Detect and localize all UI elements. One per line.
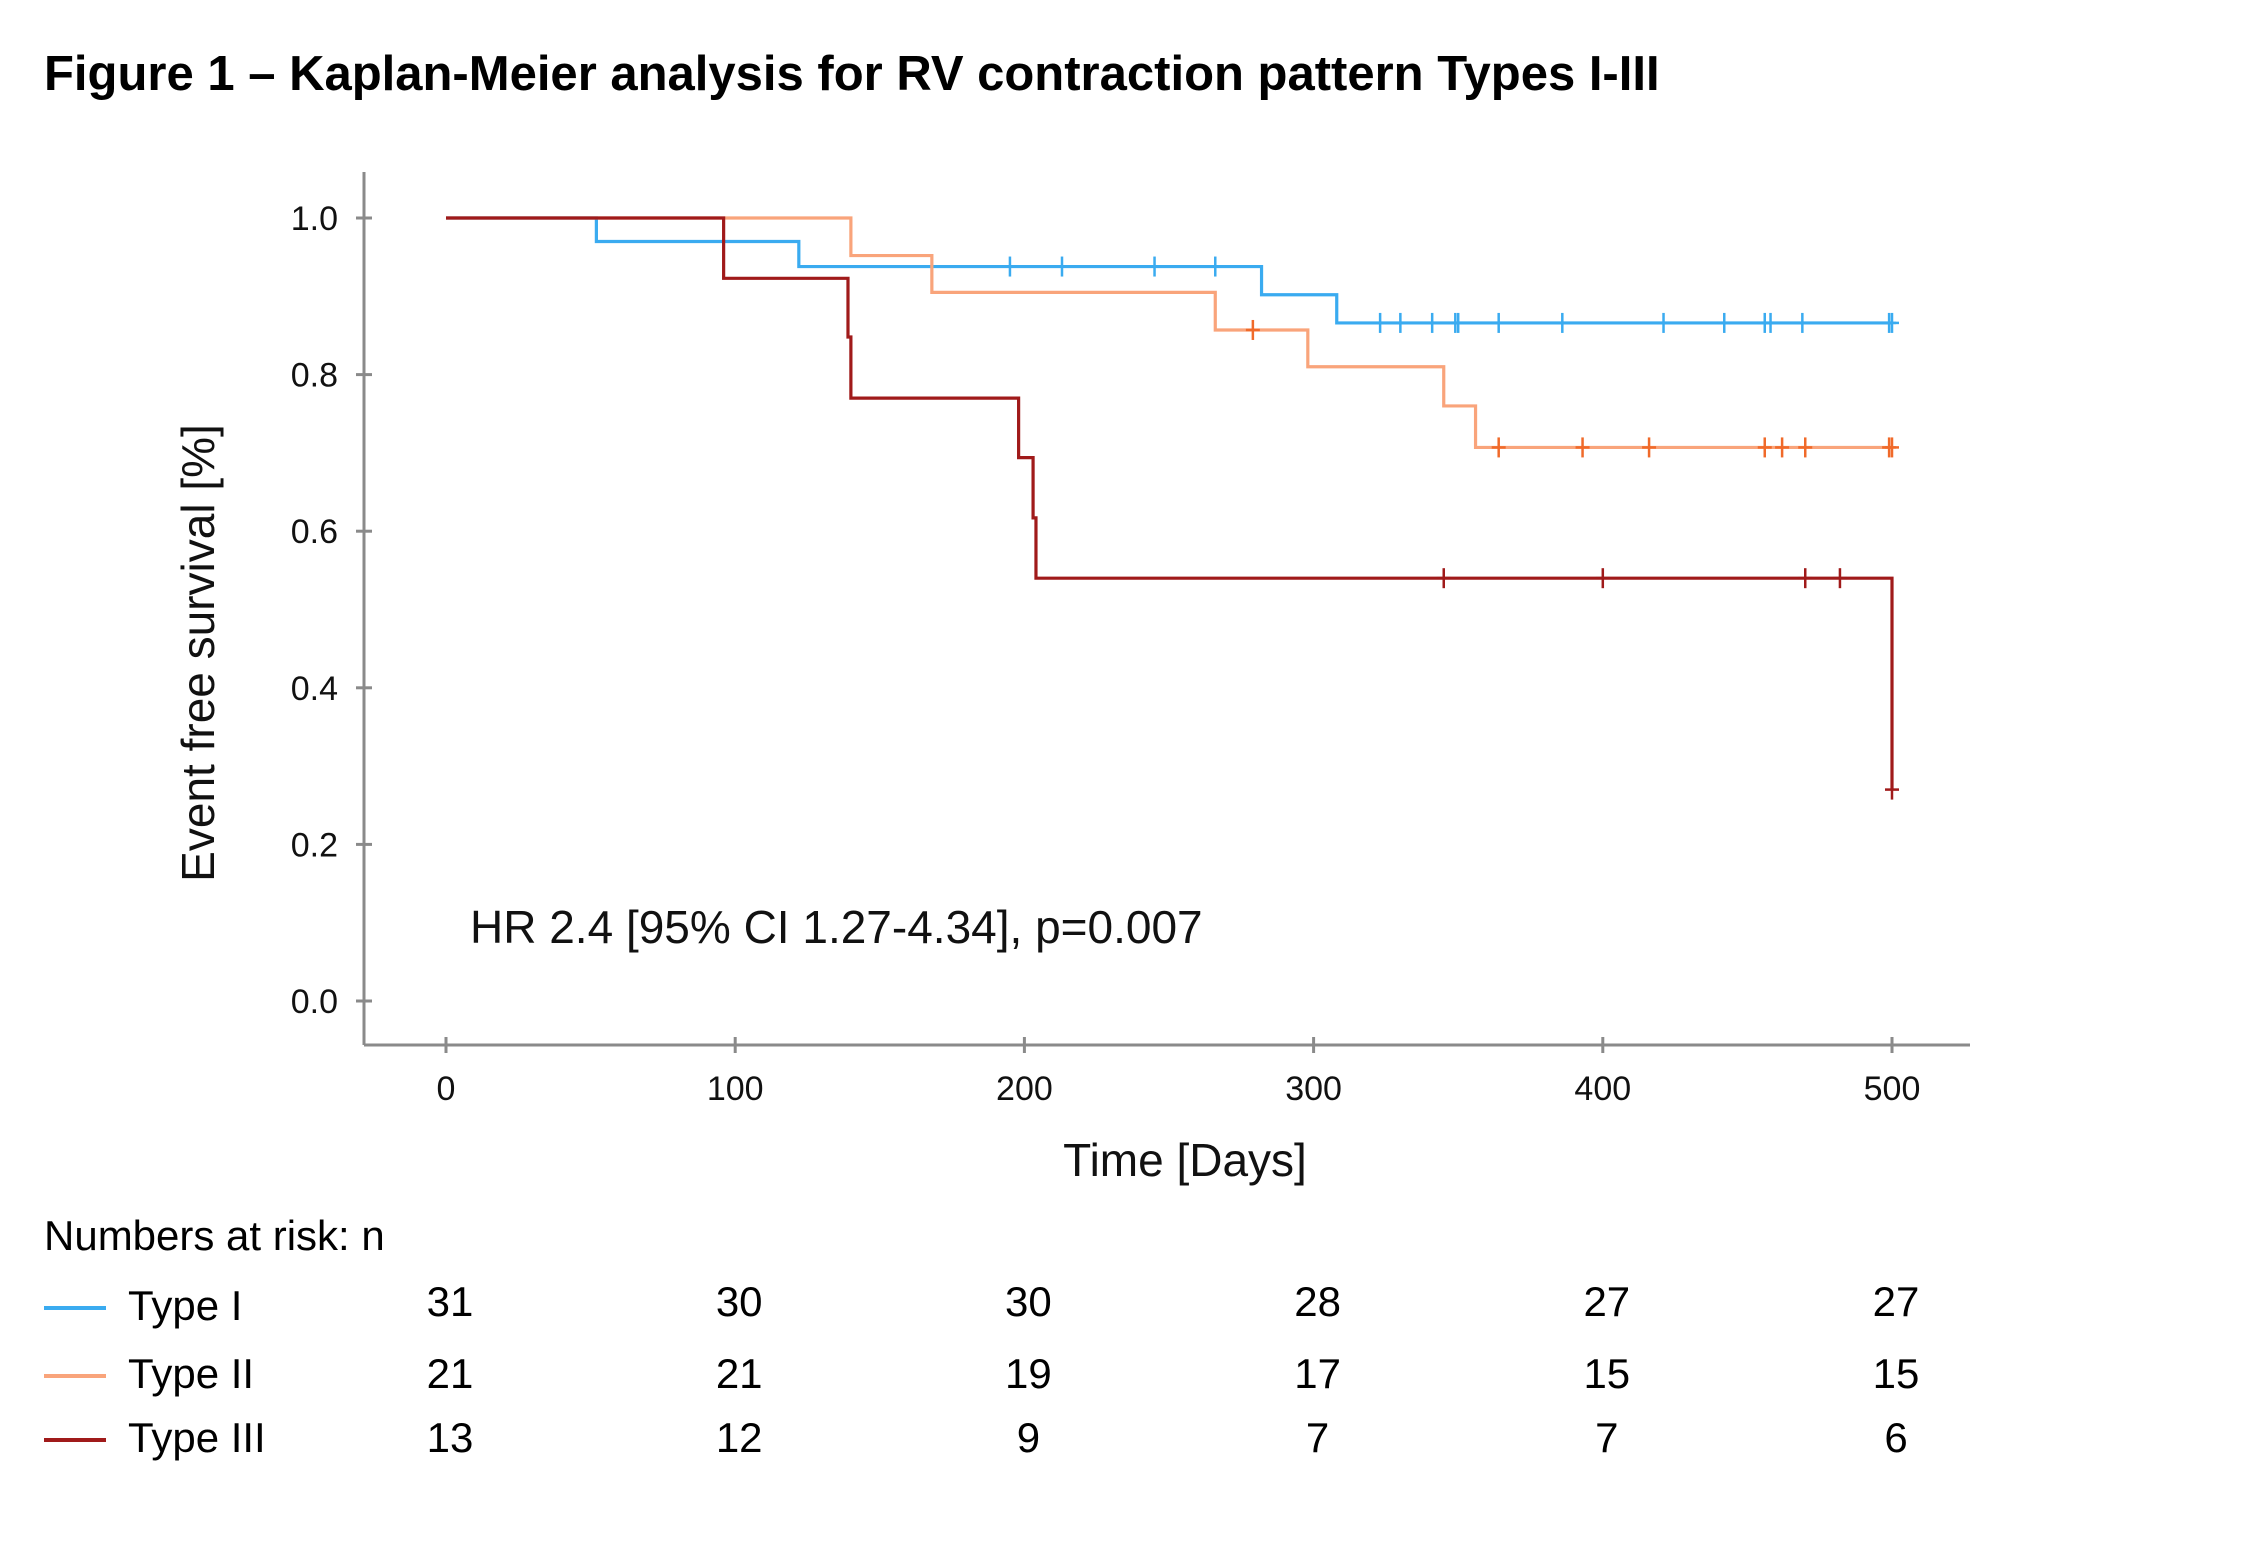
x-tick-label: 500: [1864, 1070, 1921, 1108]
hazard-ratio-annotation: HR 2.4 [95% CI 1.27-4.34], p=0.007: [470, 901, 1203, 953]
y-tick-label: 0.4: [291, 670, 338, 708]
risk-count: 13: [426, 1414, 474, 1461]
y-axis-label: Event free survival [%]: [172, 424, 224, 882]
survival-curve: [446, 216, 1892, 325]
risk-count: 9: [1016, 1414, 1041, 1461]
x-axis-label: Time [Days]: [1063, 1134, 1307, 1186]
risk-row-label: Type III: [128, 1414, 266, 1461]
risk-row-label: Type II: [128, 1350, 255, 1397]
series-type-iii: [446, 216, 1899, 800]
risk-count: 7: [1595, 1414, 1619, 1461]
risk-count: 19: [1005, 1350, 1052, 1397]
risk-count: 27: [1872, 1278, 1920, 1325]
x-tick-label: 400: [1574, 1070, 1631, 1108]
risk-count: 27: [1583, 1278, 1631, 1325]
y-tick-label: 0.0: [291, 983, 338, 1021]
y-tick-label: 0.6: [291, 513, 338, 551]
risk-count: 12: [715, 1414, 763, 1461]
series-type-ii: [446, 216, 1899, 458]
km-chart: 0 100 200 300 400 500 0.0 0.2 0.4 0.6 0.8 1.0 HR 2.…: [172, 172, 1970, 1186]
risk-count: 7: [1305, 1414, 1330, 1461]
legend-line-type-iii: [44, 1438, 106, 1442]
figure-title: Figure 1 – Kaplan-Meier analysis for RV …: [44, 47, 1660, 101]
risk-count: 21: [426, 1350, 474, 1397]
risk-count: 15: [1583, 1350, 1631, 1397]
legend-line-type-i: [44, 1306, 106, 1310]
survival-curve: [446, 216, 1892, 450]
y-tick-label: 0.8: [291, 357, 338, 395]
risk-count: 17: [1294, 1350, 1341, 1397]
chart-axes: 0 100 200 300 400 500 0.0 0.2 0.4 0.6 0.8 1.0: [291, 172, 1970, 1108]
x-tick-label: 200: [996, 1070, 1053, 1108]
risk-row-label: Type I: [128, 1282, 243, 1329]
y-tick-label: 0.2: [291, 826, 338, 864]
risk-count: 30: [715, 1278, 763, 1325]
x-tick-label: 100: [707, 1070, 764, 1108]
x-tick-label: 0: [437, 1070, 456, 1108]
survival-curve: [446, 216, 1894, 790]
risk-count: 6: [1884, 1414, 1908, 1461]
risk-count: 21: [715, 1350, 763, 1397]
risk-count: 28: [1294, 1278, 1341, 1325]
risk-count: 15: [1872, 1350, 1920, 1397]
series-layer: [446, 216, 1899, 800]
y-tick-label: 1.0: [291, 200, 338, 238]
legend-line-type-ii: [44, 1374, 106, 1378]
x-tick-label: 300: [1285, 1070, 1342, 1108]
risk-count: 30: [1005, 1278, 1052, 1325]
risk-table-heading: Numbers at risk: n: [44, 1212, 385, 1259]
risk-count: 31: [426, 1278, 474, 1325]
series-type-i: [446, 216, 1899, 333]
